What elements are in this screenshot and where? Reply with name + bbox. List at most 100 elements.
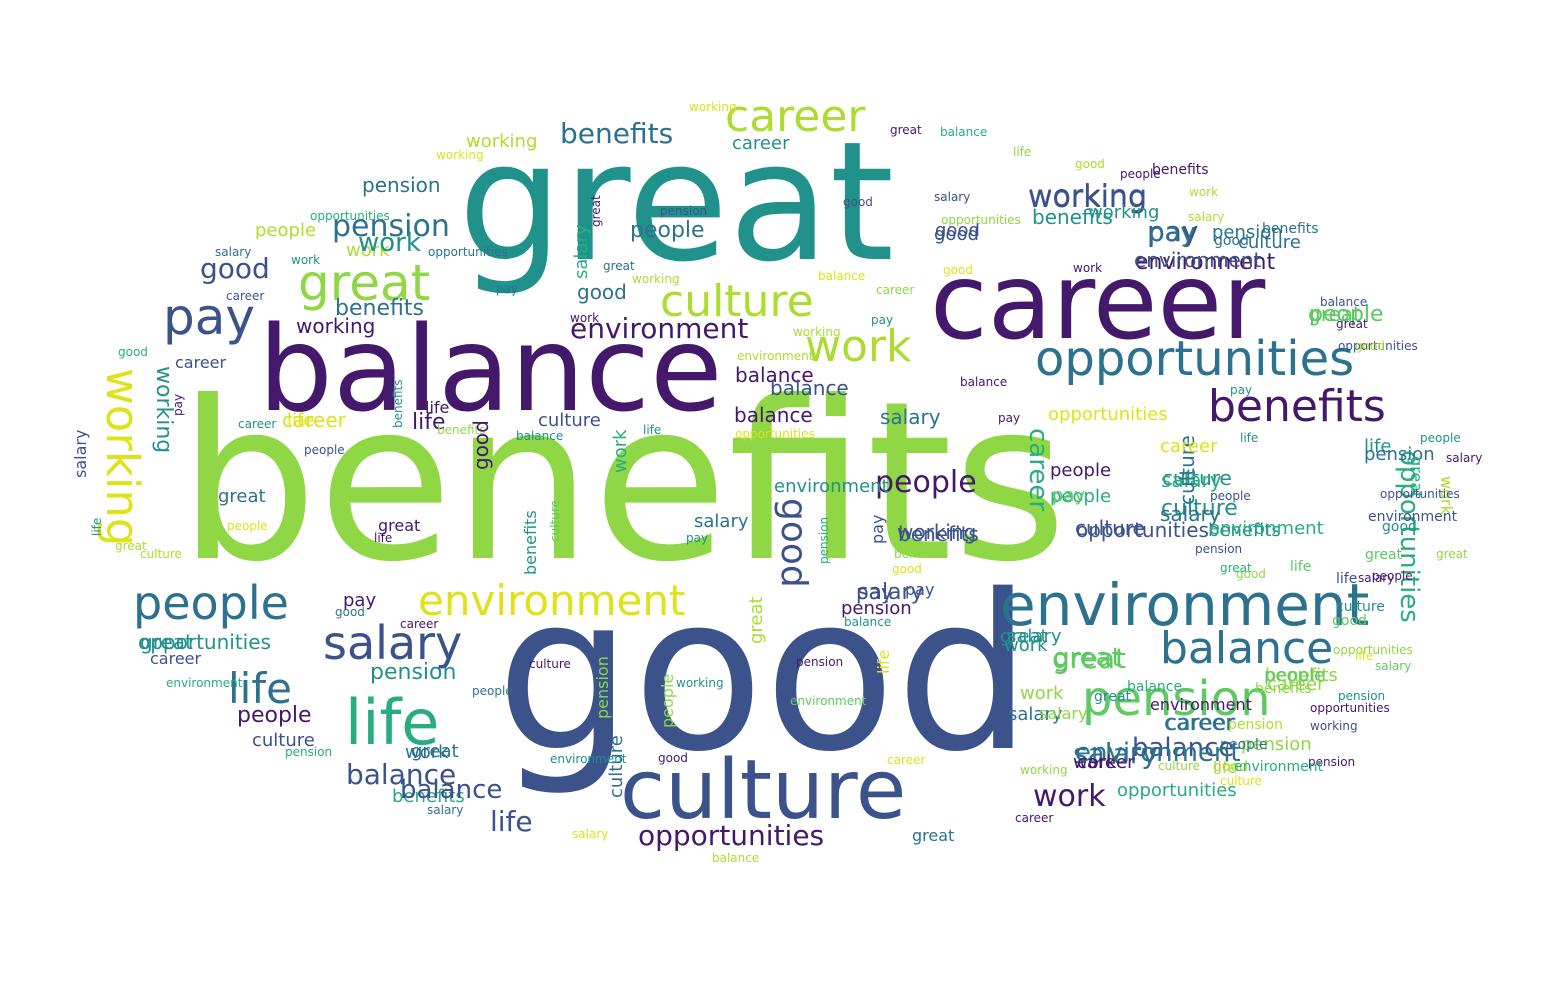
- cloud-word-career: career: [175, 353, 227, 372]
- cloud-word-working: working: [1028, 180, 1147, 215]
- cloud-word-culture: culture: [140, 547, 182, 561]
- cloud-word-working: working: [1028, 179, 1147, 214]
- cloud-word-good: good: [843, 195, 873, 209]
- cloud-word-environment: environment: [1209, 518, 1324, 539]
- cloud-word-balance: balance: [346, 758, 457, 791]
- cloud-word-environment: environment: [1135, 250, 1276, 275]
- cloud-word-great: great: [1336, 317, 1368, 331]
- cloud-word-balance: balance: [516, 429, 564, 443]
- cloud-word-environment: environment: [550, 752, 627, 766]
- cloud-word-pension: pension: [285, 745, 333, 759]
- cloud-word-work: work: [358, 228, 421, 258]
- cloud-word-opportunities: opportunities: [638, 819, 825, 852]
- cloud-word-pension: pension: [332, 209, 450, 244]
- cloud-word-opportunities: opportunities: [1035, 331, 1355, 387]
- cloud-word-salary: salary: [1073, 737, 1158, 770]
- cloud-word-people: people: [630, 218, 705, 243]
- cloud-word-pension: pension: [1228, 717, 1283, 733]
- cloud-word-balance: balance: [1320, 295, 1368, 309]
- cloud-word-great: great: [115, 539, 147, 553]
- cloud-word-life: life: [1364, 436, 1392, 457]
- cloud-word-pay: pay: [343, 590, 377, 611]
- cloud-word-pay: pay: [163, 288, 255, 346]
- cloud-word-work: work: [805, 321, 912, 372]
- cloud-word-good: good: [892, 562, 922, 576]
- cloud-word-salary: salary: [1161, 468, 1222, 492]
- cloud-word-balance: balance: [1160, 623, 1334, 674]
- cloud-word-great: great: [912, 826, 955, 845]
- cloud-word-good: good: [935, 220, 980, 241]
- cloud-word-balance: balance: [1127, 679, 1183, 695]
- cloud-word-culture: culture: [1238, 232, 1301, 253]
- cloud-word-benefits: benefits: [521, 510, 540, 576]
- cloud-word-career: career: [930, 241, 1266, 363]
- cloud-word-culture: culture: [538, 410, 601, 431]
- cloud-word-pay: pay: [1148, 218, 1196, 248]
- cloud-word-work: work: [1004, 635, 1048, 656]
- cloud-word-salary: salary: [1160, 502, 1221, 526]
- cloud-word-salary: salary: [1007, 626, 1062, 647]
- cloud-word-pay: pay: [1230, 383, 1253, 397]
- cloud-word-environment: environment: [737, 349, 814, 363]
- cloud-word-culture: culture: [1220, 774, 1262, 788]
- cloud-word-pay: pay: [686, 531, 709, 545]
- cloud-word-good: good: [773, 498, 814, 588]
- cloud-word-benefits: benefits: [1208, 520, 1281, 541]
- cloud-word-working: working: [466, 131, 538, 152]
- cloud-word-life: life: [1290, 559, 1312, 575]
- cloud-word-benefits: benefits: [1265, 665, 1338, 686]
- cloud-word-pension: pension: [593, 656, 612, 720]
- cloud-word-people: people: [1120, 167, 1161, 181]
- cloud-word-great: great: [1052, 642, 1127, 675]
- cloud-word-salary: salary: [571, 224, 592, 279]
- cloud-word-culture: culture: [1161, 496, 1238, 521]
- cloud-word-people: people: [1372, 569, 1413, 583]
- cloud-word-benefits: benefits: [1152, 162, 1209, 178]
- cloud-word-great: great: [1094, 689, 1132, 705]
- cloud-word-opportunities: opportunities: [1117, 780, 1237, 801]
- cloud-word-benefits: benefits: [1255, 681, 1312, 697]
- cloud-word-opportunities: opportunities: [1380, 487, 1460, 501]
- cloud-word-pension: pension: [841, 598, 912, 619]
- cloud-word-good: good: [1355, 339, 1385, 353]
- cloud-word-salary: salary: [427, 803, 464, 817]
- cloud-word-culture: culture: [1336, 599, 1385, 615]
- cloud-word-environment: environment: [1368, 509, 1458, 525]
- cloud-word-work: work: [1189, 185, 1219, 199]
- cloud-word-work: work: [610, 429, 631, 473]
- cloud-word-life: life: [412, 410, 446, 435]
- cloud-word-people: people: [227, 519, 268, 533]
- cloud-word-pension: pension: [1308, 755, 1356, 769]
- cloud-word-balance: balance: [844, 615, 892, 629]
- cloud-word-career: career: [282, 408, 346, 432]
- cloud-word-life: life: [1336, 571, 1358, 587]
- cloud-word-great: great: [589, 195, 603, 228]
- cloud-word-opportunities: opportunities: [1333, 643, 1413, 657]
- cloud-word-career: career: [887, 753, 926, 767]
- cloud-word-working: working: [676, 676, 724, 690]
- cloud-word-work: work: [1020, 683, 1064, 704]
- cloud-word-great: great: [1436, 547, 1468, 561]
- cloud-word-good: good: [943, 263, 973, 277]
- cloud-word-balance: balance: [818, 269, 866, 283]
- cloud-word-people: people: [1420, 431, 1461, 445]
- cloud-word-people: people: [1210, 489, 1251, 503]
- cloud-word-good: good: [1332, 613, 1367, 629]
- cloud-word-life: life: [425, 398, 450, 417]
- cloud-word-pension: pension: [817, 516, 831, 565]
- cloud-word-benefits: benefits: [437, 423, 486, 437]
- cloud-word-great: great: [1220, 561, 1252, 575]
- cloud-word-good: good: [335, 605, 365, 619]
- cloud-word-great: great: [890, 123, 922, 137]
- cloud-word-benefits: benefits: [178, 354, 1068, 610]
- cloud-word-career: career: [226, 289, 265, 303]
- cloud-word-culture: culture: [620, 743, 907, 838]
- cloud-word-environment: environment: [1234, 759, 1324, 775]
- cloud-word-good: good: [934, 224, 979, 245]
- cloud-word-life: life: [1240, 431, 1259, 445]
- cloud-word-great: great: [1000, 626, 1048, 647]
- cloud-word-benefits: benefits: [1262, 221, 1319, 237]
- cloud-word-salary: salary: [572, 827, 609, 841]
- cloud-word-environment: environment: [774, 476, 889, 497]
- cloud-word-work: work: [405, 742, 449, 763]
